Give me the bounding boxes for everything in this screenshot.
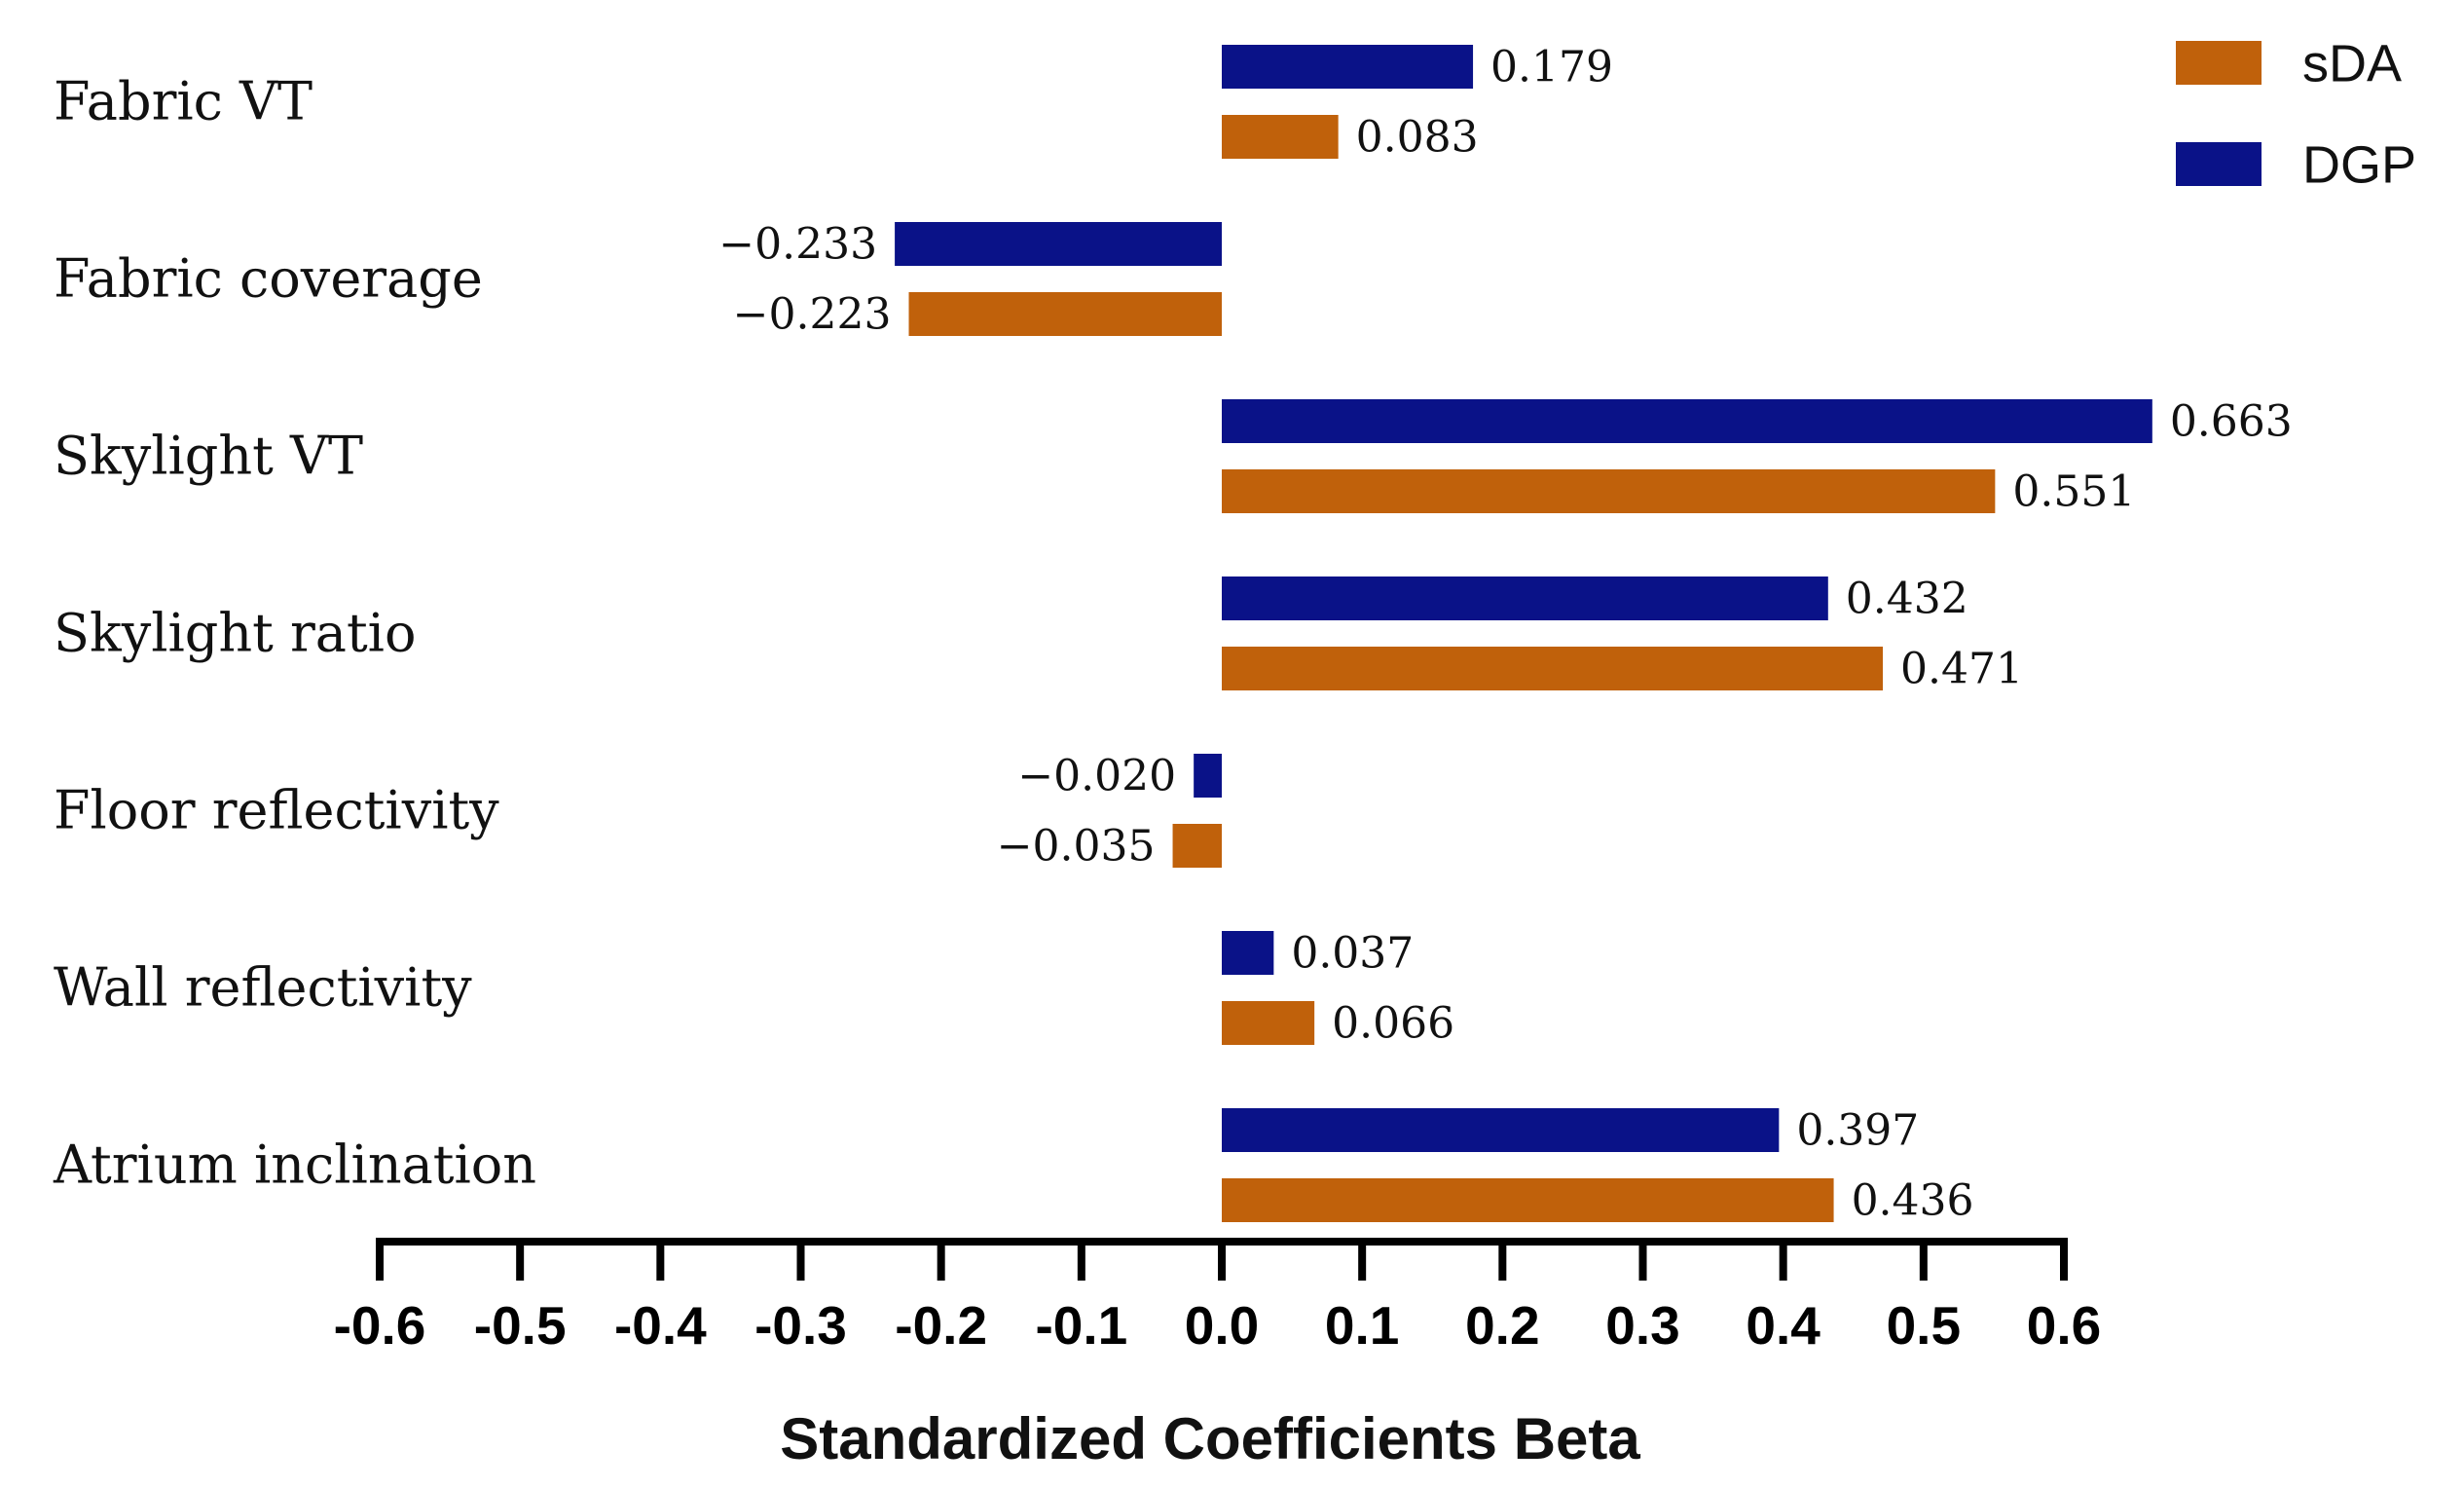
x-tick-label: -0.6 [334, 1295, 426, 1356]
legend-swatch-sda [2176, 41, 2262, 85]
x-tick-label: 0.1 [1325, 1295, 1399, 1356]
category-label: Skylight VT [54, 426, 363, 487]
legend-label-sda: sDA [2302, 35, 2402, 93]
x-tick-label: 0.0 [1185, 1295, 1259, 1356]
bar-dgp [1222, 577, 1828, 620]
value-label-sda: 0.436 [1852, 1176, 1974, 1226]
category-label: Fabric coverage [54, 248, 483, 310]
bar-dgp [895, 222, 1222, 266]
value-label-dgp: 0.432 [1846, 575, 1968, 624]
legend: sDA DGP [2176, 35, 2416, 195]
bar-dgp [1194, 754, 1222, 798]
category-label: Atrium inclination [53, 1135, 536, 1196]
x-axis-title: Standardized Coefficients Beta [780, 1406, 1640, 1471]
bar-sda [908, 292, 1222, 336]
x-tick-label: -0.3 [754, 1295, 847, 1356]
category-label: Floor reflectivity [54, 780, 499, 841]
value-label-sda: −0.035 [997, 822, 1156, 872]
value-label-dgp: 0.179 [1490, 43, 1613, 93]
bar-sda [1172, 824, 1222, 868]
x-tick-label: -0.4 [614, 1295, 707, 1356]
value-label-sda: 0.551 [2012, 467, 2135, 517]
bars [895, 45, 2152, 1222]
bar-dgp [1222, 45, 1474, 89]
category-label: Fabric VT [54, 71, 313, 132]
x-tick-label: 0.3 [1605, 1295, 1679, 1356]
value-label-sda: 0.083 [1356, 113, 1479, 163]
value-label-dgp: 0.397 [1796, 1106, 1919, 1156]
x-tick-label: 0.4 [1746, 1295, 1820, 1356]
bar-sda [1222, 1178, 1834, 1222]
bar-sda [1222, 1001, 1315, 1045]
value-label-sda: 0.066 [1332, 999, 1454, 1049]
x-axis: -0.6 -0.5 -0.4 -0.3 -0.2 -0.1 0.0 0.1 0.2 0.3 0.4 0… [334, 1238, 2101, 1356]
bar-dgp [1222, 931, 1274, 975]
category-label: Skylight ratio [54, 603, 416, 664]
category-labels: Fabric VT Fabric coverage Skylight VT Skyli… [53, 71, 536, 1196]
legend-label-dgp: DGP [2302, 136, 2416, 195]
value-label-dgp: 0.663 [2170, 397, 2293, 447]
value-label-dgp: −0.233 [718, 220, 877, 270]
value-label-dgp: 0.037 [1291, 929, 1414, 979]
legend-swatch-dgp [2176, 142, 2262, 186]
value-label-dgp: −0.020 [1017, 752, 1176, 801]
value-label-sda: −0.223 [733, 290, 892, 340]
bar-dgp [1222, 1108, 1780, 1152]
value-label-sda: 0.471 [1900, 645, 2023, 694]
x-tick-label: -0.5 [474, 1295, 567, 1356]
bar-sda [1222, 647, 1884, 690]
bar-sda [1222, 469, 1996, 513]
bar-sda [1222, 115, 1339, 159]
x-tick-label: 0.2 [1465, 1295, 1539, 1356]
bar-dgp [1222, 399, 2152, 443]
x-tick-label: 0.5 [1887, 1295, 1961, 1356]
x-tick-label: -0.1 [1035, 1295, 1127, 1356]
x-tick-label: -0.2 [895, 1295, 987, 1356]
category-label: Wall reflectivity [54, 957, 472, 1019]
x-tick-label: 0.6 [2027, 1295, 2101, 1356]
